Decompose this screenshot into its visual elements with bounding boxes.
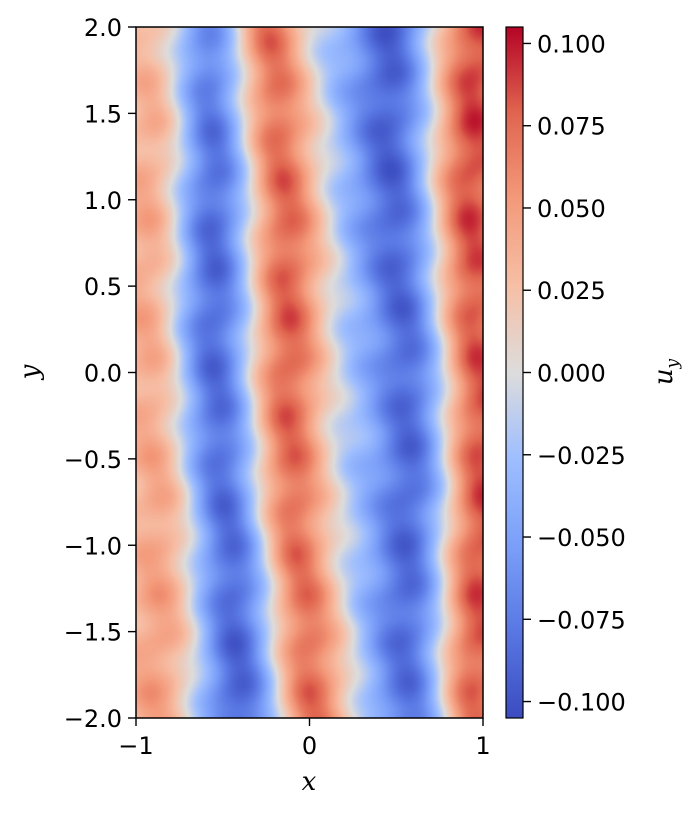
- y-tick-label: 1.5: [84, 100, 122, 128]
- colorbar-label-main: u: [649, 368, 679, 385]
- colorbar-tick-label: 0.025: [537, 277, 606, 305]
- colorbar-label-subscript: y: [663, 358, 683, 369]
- colorbar-tick-label: −0.050: [537, 524, 626, 552]
- y-tick-label: −1.5: [64, 619, 122, 647]
- colorbar-tick-label: 0.075: [537, 113, 606, 141]
- x-axis-label: x: [302, 767, 317, 797]
- y-tick-label: 2.0: [84, 14, 122, 42]
- x-axis-ticks: −1 0 1: [118, 718, 491, 760]
- colorbar-tick-label: 0.100: [537, 30, 606, 58]
- colorbar-tick-label: −0.100: [537, 689, 626, 717]
- colorbar-tick-label: 0.050: [537, 195, 606, 223]
- y-tick-label: −0.5: [64, 446, 122, 474]
- x-tick-label: 1: [475, 732, 490, 760]
- y-tick-label: 0.5: [84, 273, 122, 301]
- colorbar-tick-label: −0.025: [537, 442, 626, 470]
- colorbar: [505, 26, 524, 719]
- x-tick-label: 0: [302, 732, 317, 760]
- x-tick-label: −1: [118, 732, 153, 760]
- colorbar-tick-label: −0.075: [537, 606, 626, 634]
- y-tick-label: −1.0: [64, 532, 122, 560]
- heatmap-field: [136, 27, 483, 718]
- y-tick-label: 0.0: [84, 360, 122, 388]
- colorbar-tick-label: 0.000: [537, 360, 606, 388]
- colorbar-label: uy: [649, 358, 683, 385]
- y-axis-label: y: [15, 364, 45, 380]
- y-tick-label: 1.0: [84, 187, 122, 215]
- y-tick-label: −2.0: [64, 705, 122, 733]
- y-axis-ticks: −2.0 −1.5 −1.0 −0.5 0.0 0.5 1.0 1.5 2.0: [64, 14, 136, 733]
- colorbar-ticks: −0.100 −0.075 −0.050 −0.025 0.000 0.025 0.050 0…: [523, 30, 626, 717]
